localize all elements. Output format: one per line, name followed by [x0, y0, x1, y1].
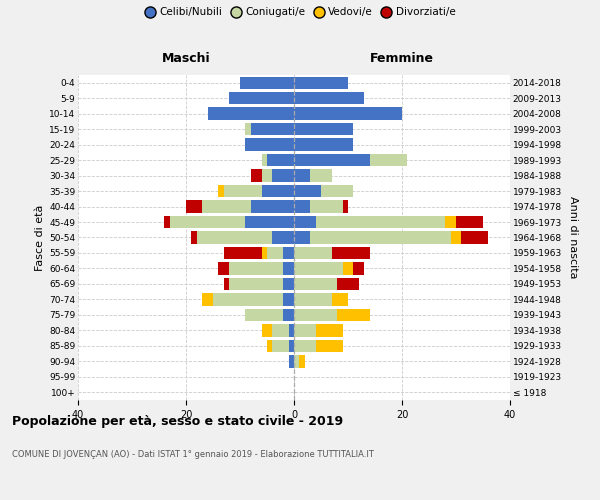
Bar — [294, 324, 316, 336]
Bar — [245, 308, 283, 321]
Bar — [316, 324, 343, 336]
Bar — [294, 92, 364, 104]
Bar — [294, 355, 299, 368]
Bar — [229, 262, 283, 274]
Bar — [321, 185, 353, 198]
Bar — [224, 278, 229, 290]
Bar — [451, 232, 461, 243]
Bar — [164, 216, 170, 228]
Text: COMUNE DI JOVENÇAN (AO) - Dati ISTAT 1° gennaio 2019 - Elaborazione TUTTITALIA.I: COMUNE DI JOVENÇAN (AO) - Dati ISTAT 1° … — [12, 450, 374, 459]
Bar — [251, 170, 262, 182]
Bar — [294, 185, 321, 198]
Bar — [294, 340, 316, 352]
Bar — [229, 92, 294, 104]
Bar — [283, 308, 294, 321]
Bar — [224, 247, 262, 259]
Bar — [294, 154, 370, 166]
Bar — [294, 108, 402, 120]
Bar — [267, 247, 283, 259]
Bar — [218, 185, 224, 198]
Bar — [262, 247, 267, 259]
Bar — [251, 200, 294, 212]
Bar — [310, 170, 332, 182]
Bar — [294, 232, 310, 243]
Bar — [289, 324, 294, 336]
Bar — [294, 200, 310, 212]
Bar — [262, 170, 272, 182]
Bar — [456, 216, 483, 228]
Bar — [294, 247, 332, 259]
Y-axis label: Anni di nascita: Anni di nascita — [568, 196, 578, 279]
Bar — [267, 154, 294, 166]
Bar — [343, 262, 353, 274]
Bar — [229, 278, 283, 290]
Bar — [283, 278, 294, 290]
Bar — [283, 247, 294, 259]
Bar — [272, 324, 289, 336]
Text: Maschi: Maschi — [161, 52, 211, 65]
Bar — [316, 340, 343, 352]
Bar — [251, 123, 294, 136]
Bar — [224, 185, 262, 198]
Bar — [461, 232, 488, 243]
Bar — [294, 308, 337, 321]
Bar — [343, 200, 348, 212]
Bar — [197, 232, 272, 243]
Bar — [337, 308, 370, 321]
Bar — [289, 340, 294, 352]
Bar — [262, 324, 272, 336]
Y-axis label: Fasce di età: Fasce di età — [35, 204, 45, 270]
Bar — [245, 123, 251, 136]
Bar — [294, 216, 316, 228]
Bar — [310, 200, 343, 212]
Bar — [445, 216, 456, 228]
Bar — [218, 262, 229, 274]
Bar — [272, 340, 289, 352]
Bar — [294, 278, 337, 290]
Bar — [191, 232, 197, 243]
Bar — [245, 138, 294, 151]
Bar — [332, 247, 370, 259]
Bar — [202, 200, 251, 212]
Legend: Celibi/Nubili, Coniugati/e, Vedovi/e, Divorziati/e: Celibi/Nubili, Coniugati/e, Vedovi/e, Di… — [143, 5, 457, 20]
Text: Popolazione per età, sesso e stato civile - 2019: Popolazione per età, sesso e stato civil… — [12, 415, 343, 428]
Bar — [294, 262, 343, 274]
Bar — [294, 123, 353, 136]
Bar — [299, 355, 305, 368]
Bar — [283, 262, 294, 274]
Bar — [332, 293, 348, 306]
Bar — [353, 262, 364, 274]
Bar — [262, 185, 294, 198]
Bar — [294, 138, 353, 151]
Bar — [208, 108, 294, 120]
Bar — [240, 76, 294, 89]
Bar — [202, 293, 213, 306]
Text: Femmine: Femmine — [370, 52, 434, 65]
Bar — [272, 232, 294, 243]
Bar — [213, 293, 283, 306]
Bar — [272, 170, 294, 182]
Bar — [337, 278, 359, 290]
Bar — [294, 76, 348, 89]
Bar — [262, 154, 267, 166]
Bar — [316, 216, 445, 228]
Bar — [370, 154, 407, 166]
Bar — [294, 293, 332, 306]
Bar — [310, 232, 451, 243]
Bar — [294, 170, 310, 182]
Bar — [186, 200, 202, 212]
Bar — [245, 216, 294, 228]
Bar — [170, 216, 245, 228]
Bar — [267, 340, 272, 352]
Bar — [289, 355, 294, 368]
Bar — [283, 293, 294, 306]
